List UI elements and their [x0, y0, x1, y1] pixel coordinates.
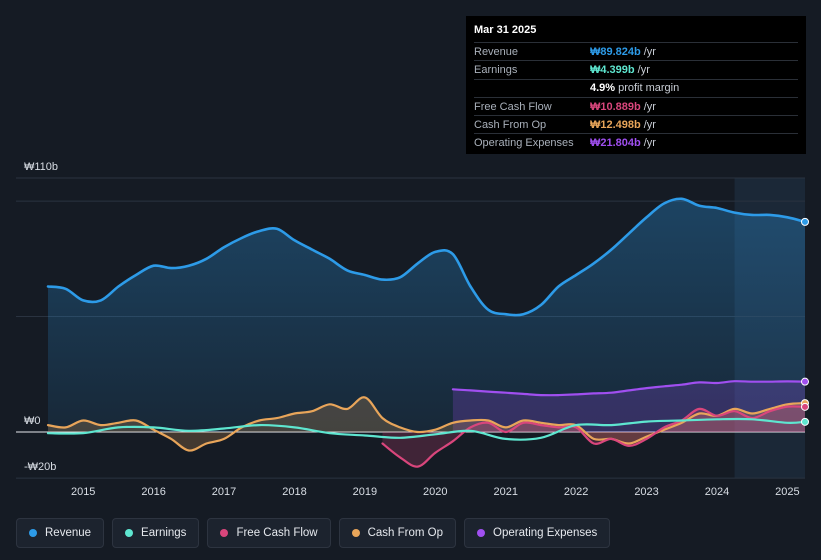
x-tick-label: 2018 [282, 486, 306, 498]
tooltip-row-revenue: Revenue ₩89.824b /yr [474, 42, 798, 60]
x-tick-label: 2017 [212, 486, 236, 498]
tooltip-value: ₩89.824b [590, 45, 641, 58]
free-cash-flow-end-marker [801, 402, 809, 411]
operating-expenses-end-marker [801, 377, 809, 386]
y-tick-label-bottom: -₩20b [24, 461, 56, 473]
free-cash-flow-area [382, 406, 805, 467]
tooltip-row-free-cash-flow: Free Cash Flow ₩10.889b /yr [474, 96, 798, 115]
legend-item-free-cash-flow[interactable]: Free Cash Flow [207, 518, 331, 548]
legend-dot-icon [477, 529, 486, 537]
tooltip-date: Mar 31 2025 [474, 24, 537, 36]
cash-from-op-line [46, 396, 807, 452]
tooltip-label: Operating Expenses [474, 137, 574, 150]
tooltip-value: ₩12.498b [590, 118, 641, 131]
tooltip-row-profit-margin: 4.9% profit margin [474, 78, 798, 97]
legend-item-revenue[interactable]: Revenue [16, 518, 105, 548]
cash-from-op-area [48, 397, 805, 451]
legend-label: Earnings [141, 527, 187, 539]
x-tick-label: 2016 [141, 486, 165, 498]
tooltip-value: ₩4.399b [590, 63, 635, 76]
x-tick-label: 2025 [775, 486, 799, 498]
series-end-markers [801, 217, 809, 426]
x-tick-label: 2024 [705, 486, 729, 498]
tooltip-row-operating-expenses: Operating Expenses ₩21.804b /yr [474, 133, 798, 151]
tooltip-row-earnings: Earnings ₩4.399b /yr [474, 60, 798, 78]
chart-area: ₩110b ₩0 -₩20b 2015 2016 2017 2018 2019 2020 2… [16, 161, 809, 498]
x-axis-ticks: 2015 2016 2017 2018 2019 2020 2021 2022 2023 2024… [71, 486, 800, 498]
tooltip-unit: /yr [637, 63, 650, 76]
tooltip-label: Revenue [474, 45, 519, 58]
legend-dot-icon [125, 529, 134, 537]
x-tick-label: 2020 [423, 486, 447, 498]
tooltip-panel: Mar 31 2025 Revenue ₩89.824b /yr Earning… [466, 16, 806, 154]
tooltip-unit: /yr [643, 137, 656, 150]
x-tick-label: 2022 [564, 486, 588, 498]
y-tick-label-zero: ₩0 [24, 415, 41, 427]
legend-item-earnings[interactable]: Earnings [112, 518, 200, 548]
revenue-area [48, 198, 805, 432]
x-tick-label: 2019 [353, 486, 377, 498]
legend: Revenue Earnings Free Cash Flow Cash Fro… [16, 518, 611, 548]
tooltip-unit: profit margin [618, 82, 680, 95]
legend-item-cash-from-op[interactable]: Cash From Op [338, 518, 457, 548]
series-fills [48, 198, 805, 467]
x-tick-label: 2023 [634, 486, 658, 498]
legend-label: Revenue [45, 527, 92, 539]
tooltip-value: ₩21.804b [590, 137, 641, 150]
tooltip-unit: /yr [643, 118, 656, 131]
free-cash-flow-line [381, 405, 807, 468]
legend-dot-icon [220, 529, 229, 537]
earnings-end-marker [801, 417, 809, 426]
tooltip-row-cash-from-op: Cash From Op ₩12.498b /yr [474, 115, 798, 133]
tooltip-value: ₩10.889b [590, 100, 641, 113]
tooltip-label: Free Cash Flow [474, 100, 552, 113]
tooltip-unit: /yr [643, 45, 656, 58]
legend-label: Free Cash Flow [236, 527, 318, 539]
legend-label: Cash From Op [367, 527, 444, 539]
series-lines [46, 197, 807, 468]
revenue-end-marker [801, 217, 809, 226]
legend-dot-icon [351, 529, 360, 537]
legend-item-operating-expenses[interactable]: Operating Expenses [464, 518, 611, 548]
x-tick-label: 2021 [493, 486, 517, 498]
tooltip-unit: /yr [643, 100, 656, 113]
operating-expenses-line [451, 380, 807, 397]
earnings-line [46, 417, 807, 441]
revenue-line [46, 197, 807, 317]
legend-dot-icon [29, 529, 37, 537]
tooltip-value: 4.9% [590, 82, 616, 95]
x-tick-label: 2015 [71, 486, 95, 498]
y-tick-label-top: ₩110b [24, 161, 58, 173]
tooltip-label: Earnings [474, 63, 518, 76]
tooltip-label: Cash From Op [474, 118, 547, 131]
legend-label: Operating Expenses [493, 527, 598, 539]
